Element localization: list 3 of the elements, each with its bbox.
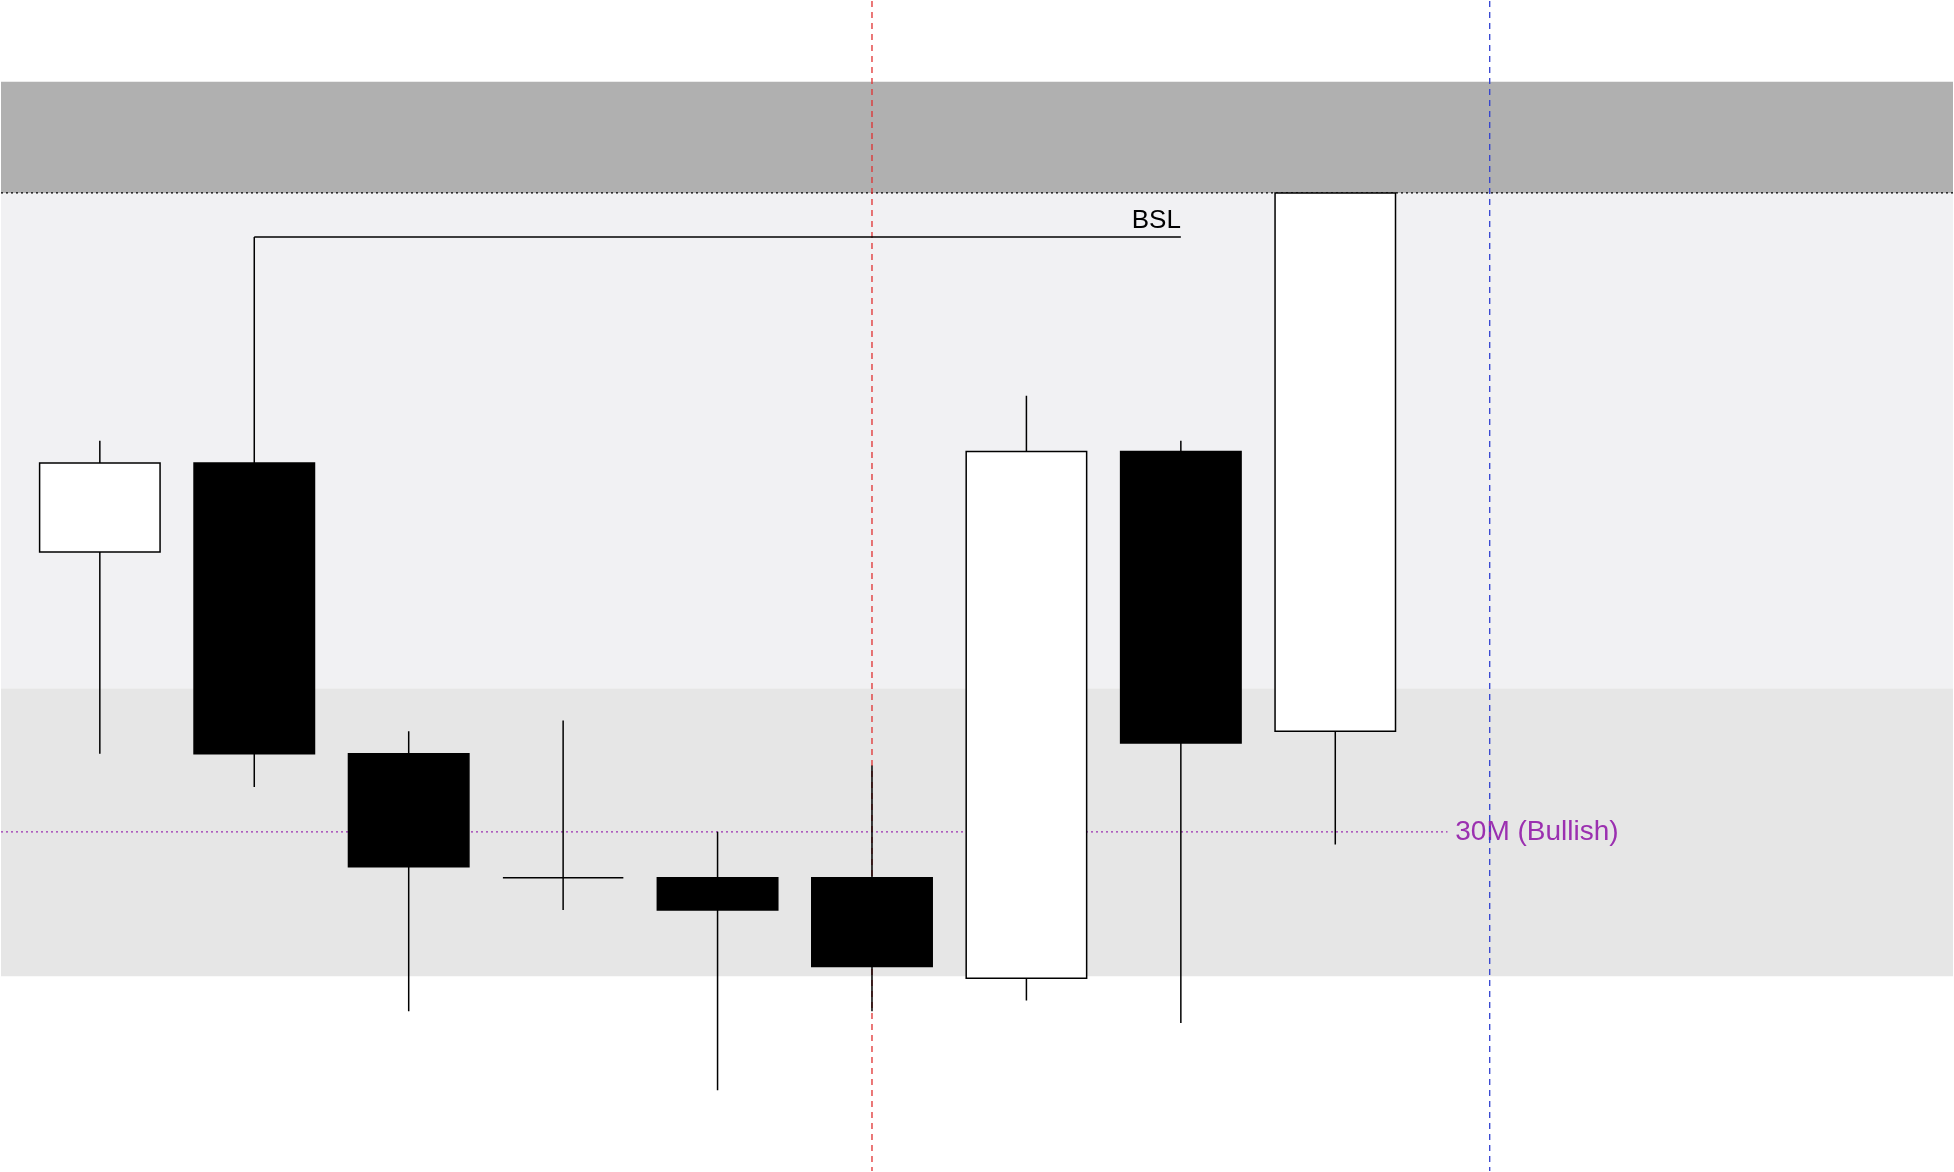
candlestick xyxy=(502,719,625,911)
ref-line-label: 30M (Bullish) xyxy=(1455,814,1619,846)
annotation: BSL xyxy=(1131,203,1181,234)
